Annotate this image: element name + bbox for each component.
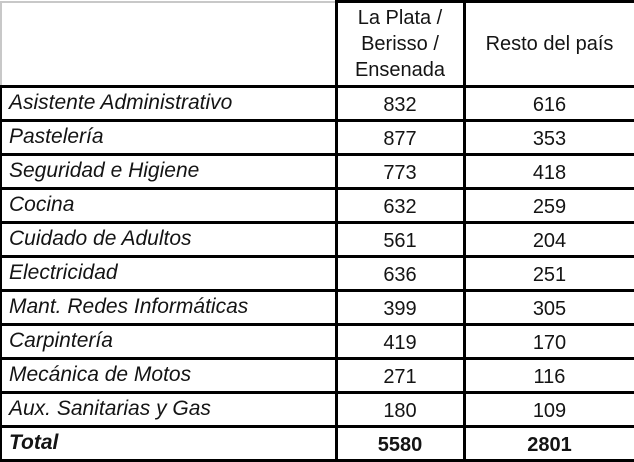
column-header-resto: Resto del país [462, 0, 634, 88]
row-label: Seguridad e Higiene [0, 153, 338, 190]
table-row: Cuidado de Adultos 561 204 [0, 221, 634, 258]
value-resto: 259 [462, 187, 634, 224]
total-resto: 2801 [462, 425, 634, 462]
row-label: Asistente Administrativo [0, 85, 338, 122]
row-label: Mant. Redes Informáticas [0, 289, 338, 326]
value-resto: 418 [462, 153, 634, 190]
total-label: Total [0, 425, 338, 462]
value-la-plata: 773 [334, 153, 466, 190]
table-row: Aux. Sanitarias y Gas 180 109 [0, 391, 634, 428]
row-label: Carpintería [0, 323, 338, 360]
value-la-plata: 399 [334, 289, 466, 326]
value-resto: 616 [462, 85, 634, 122]
value-la-plata: 632 [334, 187, 466, 224]
column-header-la-plata: La Plata / Berisso / Ensenada [334, 0, 466, 88]
value-resto: 305 [462, 289, 634, 326]
table-row: Asistente Administrativo 832 616 [0, 85, 634, 122]
value-la-plata: 832 [334, 85, 466, 122]
value-resto: 109 [462, 391, 634, 428]
value-la-plata: 419 [334, 323, 466, 360]
value-resto: 170 [462, 323, 634, 360]
table-row: Cocina 632 259 [0, 187, 634, 224]
value-resto: 204 [462, 221, 634, 258]
value-la-plata: 877 [334, 119, 466, 156]
table-row: Seguridad e Higiene 773 418 [0, 153, 634, 190]
table-row: Pastelería 877 353 [0, 119, 634, 156]
value-la-plata: 636 [334, 255, 466, 292]
value-resto: 116 [462, 357, 634, 394]
row-label: Electricidad [0, 255, 338, 292]
table-row: Carpintería 419 170 [0, 323, 634, 360]
row-label: Cuidado de Adultos [0, 221, 338, 258]
corner-empty-cell [0, 0, 338, 88]
value-resto: 353 [462, 119, 634, 156]
value-resto: 251 [462, 255, 634, 292]
row-label: Mecánica de Motos [0, 357, 338, 394]
value-la-plata: 561 [334, 221, 466, 258]
value-la-plata: 271 [334, 357, 466, 394]
row-label: Aux. Sanitarias y Gas [0, 391, 338, 428]
total-row: Total 5580 2801 [0, 425, 634, 462]
total-la-plata: 5580 [334, 425, 466, 462]
table-row: Electricidad 636 251 [0, 255, 634, 292]
row-label: Cocina [0, 187, 338, 224]
table-row: Mant. Redes Informáticas 399 305 [0, 289, 634, 326]
row-label: Pastelería [0, 119, 338, 156]
table-row: Mecánica de Motos 271 116 [0, 357, 634, 394]
header-row: La Plata / Berisso / Ensenada Resto del … [0, 0, 634, 88]
value-la-plata: 180 [334, 391, 466, 428]
